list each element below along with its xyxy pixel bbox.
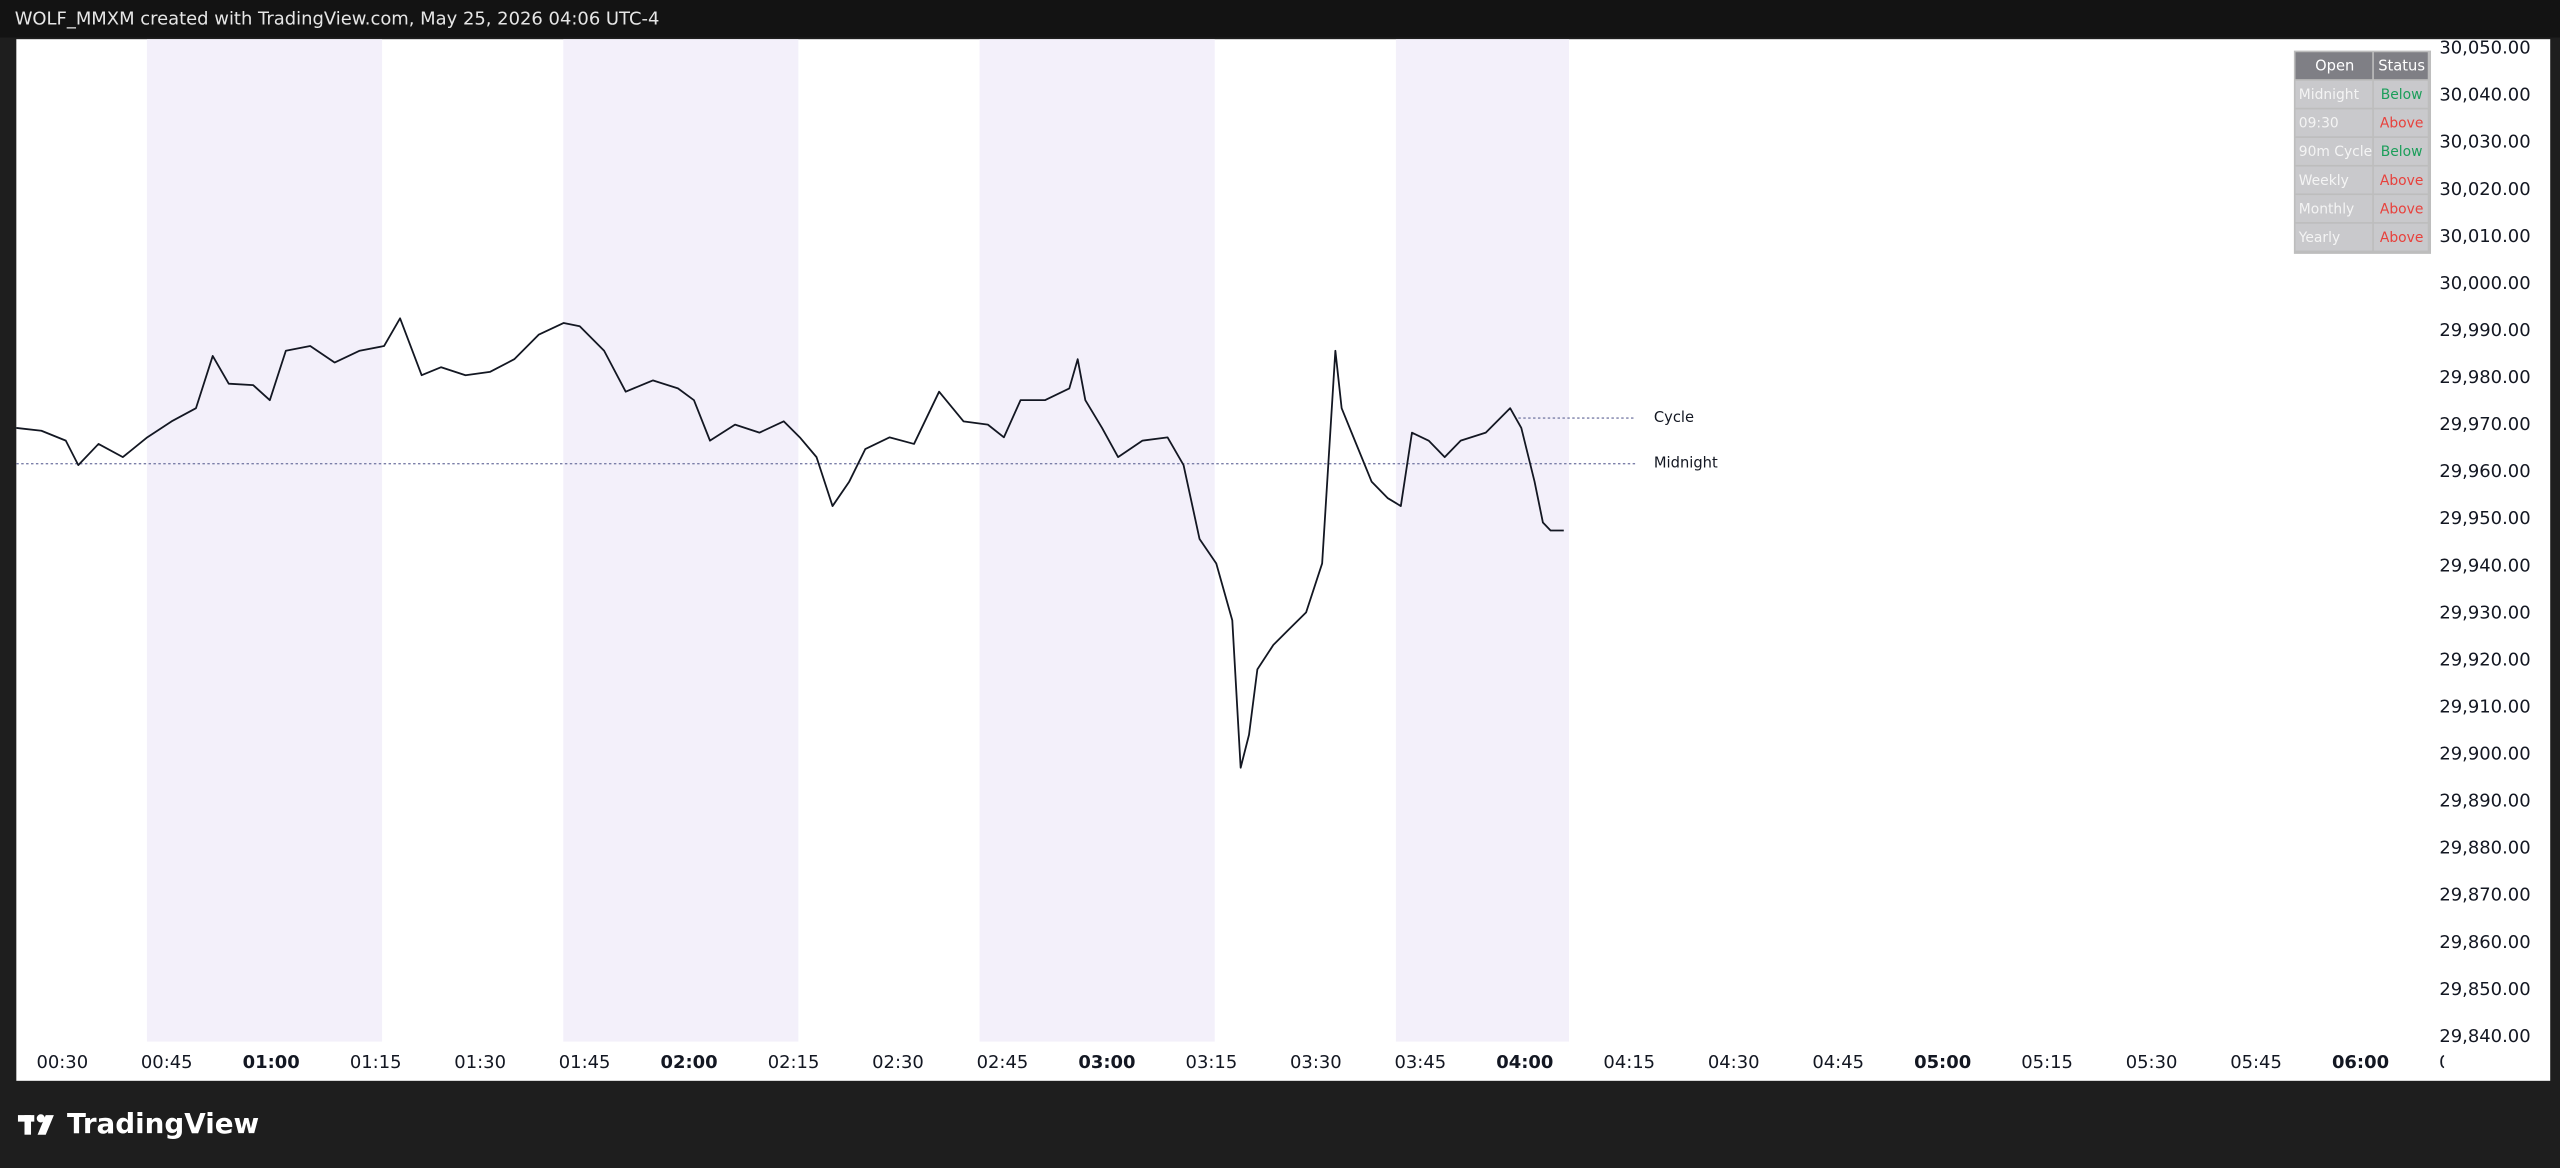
session-band xyxy=(979,39,1215,1042)
y-tick-label: 30,030.00 xyxy=(2439,132,2530,153)
table-header-cell xyxy=(2373,52,2428,80)
x-tick-label: 02:00 xyxy=(661,1052,718,1073)
status-text: Above xyxy=(2380,116,2424,132)
y-tick-label: 29,920.00 xyxy=(2439,649,2530,670)
x-axis: 00:30 00:45 01:00 01:15 01:30 01:45 02:00 02:15… xyxy=(36,1052,2491,1073)
y-tick-label: 30,020.00 xyxy=(2439,179,2530,200)
x-tick-label: 01:15 xyxy=(350,1052,402,1073)
row-label: 90m Cycle xyxy=(2299,144,2372,160)
table-cell xyxy=(2373,223,2428,251)
x-tick-label: 01:30 xyxy=(454,1052,506,1073)
x-tick-label: 04:00 xyxy=(1496,1052,1553,1073)
x-tick-label: 03:45 xyxy=(1394,1052,1446,1073)
x-tick-label: 05:45 xyxy=(2230,1052,2282,1073)
x-tick-label: 03:15 xyxy=(1186,1052,1238,1073)
x-tick-label: 02:30 xyxy=(872,1052,924,1073)
table-header-text: Open xyxy=(2315,58,2354,75)
brand: TradingView xyxy=(67,1107,259,1140)
level-label: Cycle xyxy=(1654,409,1694,426)
status-text: Above xyxy=(2380,173,2424,189)
status-text: Below xyxy=(2381,87,2423,103)
y-tick-label: 30,050.00 xyxy=(2439,38,2530,59)
row-label: Weekly xyxy=(2299,173,2349,189)
x-tick-label: 03:00 xyxy=(1078,1052,1135,1073)
y-tick-label: 29,970.00 xyxy=(2439,414,2530,435)
y-tick-label: 29,850.00 xyxy=(2439,979,2530,1000)
x-tick-label: 06:00 xyxy=(2332,1052,2389,1073)
table-cell xyxy=(2373,166,2428,194)
x-tick-label: 01:45 xyxy=(559,1052,611,1073)
y-tick-label: 29,910.00 xyxy=(2439,696,2530,717)
x-tick-label: 05:30 xyxy=(2126,1052,2178,1073)
table-cell xyxy=(2295,166,2373,194)
table-cell xyxy=(2373,80,2428,108)
x-tick-label: 04:30 xyxy=(1708,1052,1760,1073)
price-line xyxy=(16,317,1564,769)
x-tick-label: 03:30 xyxy=(1290,1052,1342,1073)
y-tick-label: 29,840.00 xyxy=(2439,1026,2530,1047)
status-text: Above xyxy=(2380,201,2424,217)
status-text: Below xyxy=(2381,144,2423,160)
row-label: Yearly xyxy=(2298,230,2340,246)
table-cell xyxy=(2373,109,2428,137)
y-tick-label: 30,010.00 xyxy=(2439,226,2530,247)
x-tick-label: 05:15 xyxy=(2021,1052,2073,1073)
chart-panel xyxy=(16,39,2551,1081)
x-tick-label: 05:00 xyxy=(1914,1052,1971,1073)
table-cell xyxy=(2295,80,2373,108)
top-bar xyxy=(0,0,2560,38)
x-tick-label: 01:00 xyxy=(243,1052,300,1073)
x-tick-label: 04:15 xyxy=(1603,1052,1655,1073)
x-tick-label: 00:30 xyxy=(36,1052,88,1073)
table-cell xyxy=(2373,137,2428,165)
y-tick-label: 29,900.00 xyxy=(2439,744,2530,765)
row-label: 09:30 xyxy=(2299,116,2339,132)
table-cell xyxy=(2373,195,2428,223)
y-tick-label: 29,950.00 xyxy=(2439,508,2530,529)
x-tick-label: 00:45 xyxy=(141,1052,193,1073)
y-tick-label: 29,880.00 xyxy=(2439,838,2530,859)
y-tick-label: 30,040.00 xyxy=(2439,85,2530,106)
table-cell xyxy=(2295,195,2373,223)
table-cell xyxy=(2295,109,2373,137)
x-tick-label: 06:15 xyxy=(2439,1052,2491,1073)
x-tick-label: 02:45 xyxy=(977,1052,1029,1073)
y-tick-label: 29,870.00 xyxy=(2439,885,2530,906)
row-label: Monthly xyxy=(2299,201,2355,217)
y-tick-label: 29,890.00 xyxy=(2439,791,2530,812)
y-tick-label: 29,860.00 xyxy=(2439,932,2530,953)
session-band xyxy=(563,39,799,1042)
table-cell xyxy=(2295,137,2373,165)
table-header-text: Status xyxy=(2378,58,2425,75)
session-band xyxy=(146,39,383,1042)
table-cell xyxy=(2295,223,2373,251)
x-tick-label: 02:15 xyxy=(768,1052,820,1073)
session-band xyxy=(1395,39,1569,1042)
row-label: Midnight xyxy=(2299,87,2360,103)
y-tick-label: 29,940.00 xyxy=(2439,555,2530,576)
x-tick-label: 04:45 xyxy=(1812,1052,1864,1073)
y-tick-label: 29,930.00 xyxy=(2439,602,2530,623)
status-text: Above xyxy=(2380,230,2424,246)
table-header-cell xyxy=(2295,52,2373,80)
y-tick-label: 29,980.00 xyxy=(2439,367,2530,388)
level-label: Midnight xyxy=(1654,455,1718,472)
logo xyxy=(17,1114,54,1135)
y-tick-label: 29,990.00 xyxy=(2439,320,2530,341)
y-tick-label: 29,960.00 xyxy=(2439,461,2530,482)
header-title: WOLF_MMXM created with TradingView.com, … xyxy=(15,9,660,30)
y-tick-label: 30,000.00 xyxy=(2439,273,2530,294)
